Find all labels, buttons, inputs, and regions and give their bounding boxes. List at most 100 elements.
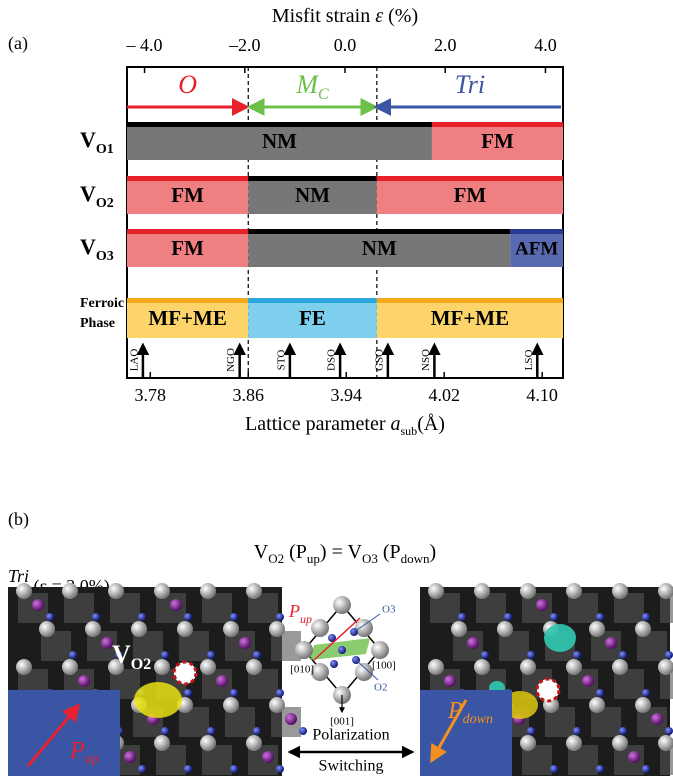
top-tick-label: 2.0 <box>434 35 457 55</box>
atom <box>62 583 78 599</box>
diagram-label: O3 <box>382 604 396 616</box>
atom <box>285 713 297 725</box>
atom <box>642 613 650 621</box>
atom <box>138 613 146 621</box>
text-part: V <box>112 640 131 669</box>
atom <box>253 651 261 659</box>
text-part: up <box>300 612 312 626</box>
atom <box>612 583 628 599</box>
atom <box>78 675 90 687</box>
atom <box>573 727 581 735</box>
segment-edge <box>127 176 248 181</box>
atom <box>207 651 215 659</box>
atom <box>642 765 650 773</box>
atom <box>589 697 605 713</box>
diagram-label: Pup <box>288 601 312 626</box>
atom <box>458 613 466 621</box>
text-part: P <box>69 738 85 764</box>
atom <box>635 621 651 637</box>
segment-label: FM <box>481 129 514 153</box>
phase-label: Tri <box>455 70 485 99</box>
atom <box>207 727 215 735</box>
text-part: down <box>463 712 493 727</box>
atom <box>474 659 490 675</box>
phase-label: MC <box>295 70 329 103</box>
atom <box>451 621 467 637</box>
row-label: VO3 <box>80 234 114 264</box>
atom <box>481 651 489 659</box>
atom <box>276 765 284 773</box>
substrate-label: NSO <box>420 349 432 371</box>
switch-label: Polarization <box>312 727 389 744</box>
atom <box>154 583 170 599</box>
text-part: ) = V <box>320 541 363 563</box>
text-part: O2 <box>96 196 114 211</box>
spin-density <box>544 624 576 652</box>
atom <box>582 675 594 687</box>
substrate-label: STO <box>275 350 287 371</box>
atom <box>177 621 193 637</box>
segment-label: FM <box>454 183 487 207</box>
diagram-label: [010] <box>290 664 314 676</box>
segment-edge <box>248 176 377 181</box>
segment-label: NM <box>295 183 330 207</box>
atom <box>428 659 444 675</box>
segment-edge <box>248 298 377 303</box>
atom <box>269 621 285 637</box>
panel-b: VO2 (Pup) = VO3 (Pdown)Tri (ε = 3.0%)VO2… <box>8 541 673 776</box>
atom <box>596 765 604 773</box>
atom <box>566 735 582 751</box>
segment-edge <box>127 298 248 303</box>
atom <box>184 689 192 697</box>
atom <box>161 651 169 659</box>
atom <box>46 613 54 621</box>
substrate-label: NGO <box>225 348 237 372</box>
atom <box>92 613 100 621</box>
atom <box>605 637 617 649</box>
phase-label: O <box>178 70 197 99</box>
text-part: (%) <box>383 5 418 27</box>
panel-tag: (b) <box>8 509 29 530</box>
atom <box>223 621 239 637</box>
switch-label: Switching <box>319 758 384 775</box>
text-part: (Å) <box>417 413 445 435</box>
atom <box>230 613 238 621</box>
atom <box>299 727 307 735</box>
row-label: VO2 <box>80 181 114 211</box>
row-label: Ferroic <box>80 296 124 311</box>
segment-label: MF+ME <box>431 306 509 330</box>
atom <box>520 583 536 599</box>
text-part: Tri <box>455 70 485 99</box>
row-label: VO1 <box>80 127 114 157</box>
atom <box>124 751 136 763</box>
top-tick-label: – 4.0 <box>126 35 163 55</box>
text-part: ε <box>375 5 383 27</box>
segment-label: FM <box>171 236 204 260</box>
atom <box>16 583 32 599</box>
atom <box>246 735 262 751</box>
inset <box>8 690 120 776</box>
text-part: O3 <box>362 551 378 566</box>
spin-density <box>134 682 182 718</box>
atom <box>520 735 536 751</box>
text-part: (P <box>284 541 307 563</box>
atom <box>69 651 77 659</box>
atom <box>619 727 627 735</box>
atom <box>239 637 251 649</box>
panel-tag: (a) <box>8 33 28 54</box>
segment-label: FM <box>171 183 204 207</box>
segment-label: NM <box>262 129 297 153</box>
atom <box>253 727 261 735</box>
segment-edge <box>377 298 563 303</box>
atom <box>295 641 313 659</box>
atom <box>85 621 101 637</box>
atom <box>269 697 285 713</box>
top-tick-label: 0.0 <box>334 35 357 55</box>
atom <box>612 659 628 675</box>
atom <box>184 765 192 773</box>
atom <box>665 727 673 735</box>
text-part: Lattice parameter <box>245 413 390 435</box>
atom <box>216 675 228 687</box>
atom <box>230 765 238 773</box>
atom <box>32 599 44 611</box>
